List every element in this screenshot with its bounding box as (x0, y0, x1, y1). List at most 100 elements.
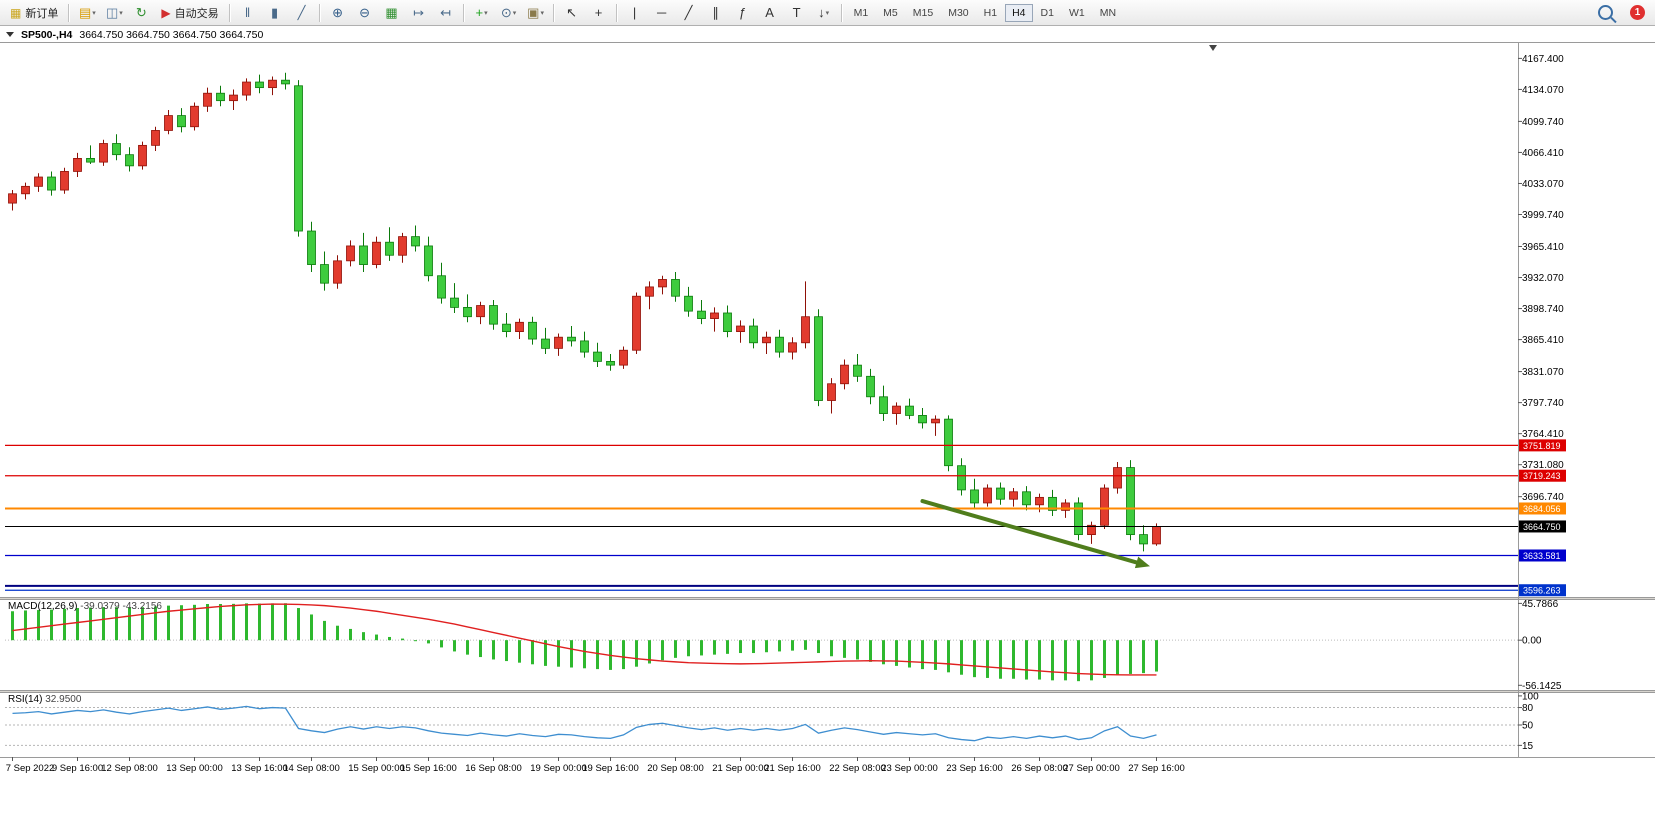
crosshair-icon[interactable]: + (594, 5, 603, 20)
dropdown-caret[interactable]: ▾ (92, 9, 96, 17)
label-icon[interactable]: T (792, 5, 801, 20)
price-axis-label: 4099.740 (1522, 117, 1564, 128)
macd-bar (232, 603, 235, 641)
timeframe-m5[interactable]: M5 (883, 6, 898, 19)
timeframe-d1[interactable]: D1 (1040, 6, 1054, 19)
price-axis[interactable]: 4167.400 4134.070 4099.740 4066.410 4033.070… (1518, 54, 1566, 597)
timeframe-w1[interactable]: W1 (1068, 6, 1085, 19)
macd-bar (323, 620, 326, 641)
candle (970, 478, 979, 509)
fibonacci-icon[interactable]: ƒ (738, 5, 747, 20)
macd-bar (271, 603, 274, 641)
candle (294, 80, 303, 237)
price-axis-label: 3797.740 (1522, 398, 1564, 409)
dropdown-caret[interactable]: ▾ (512, 9, 517, 17)
macd-bar (817, 640, 820, 654)
candle (736, 320, 745, 343)
timeframe-mn[interactable]: MN (1099, 6, 1117, 19)
templates-icon[interactable]: ▣ ▾ (527, 4, 544, 20)
candle (268, 76, 277, 96)
refresh-icon[interactable]: ↻ (135, 4, 147, 20)
candlestick-chart-icon[interactable]: ▮ (271, 4, 279, 20)
candle (762, 331, 771, 354)
dropdown-caret[interactable]: ▾ (119, 9, 123, 17)
text-icon[interactable]: A (765, 5, 774, 20)
svg-text:3664.750: 3664.750 (1523, 522, 1561, 532)
dropdown-caret[interactable]: ▾ (484, 9, 488, 17)
candle (398, 232, 407, 263)
macd-bar (544, 640, 547, 666)
new-order-icon: ▦ (10, 5, 22, 20)
dropdown-caret[interactable]: ▾ (825, 9, 830, 17)
macd-bar (505, 640, 508, 662)
toolbar-separator (462, 3, 465, 22)
macd-bar (375, 634, 378, 641)
macd-bar (89, 607, 92, 641)
chart-shift-marker[interactable] (1209, 45, 1217, 51)
macd-bar (622, 640, 625, 670)
macd-axis[interactable]: 45.7866 0.00 -56.1425 (1518, 599, 1562, 692)
rsi-axis-label: 80 (1522, 703, 1534, 714)
time-axis-label: 7 Sep 2022 (6, 763, 55, 774)
indicators-icon[interactable]: + ▾ (475, 5, 488, 20)
timeframe-h4[interactable]: H4 (1005, 3, 1033, 22)
timeframe-m1[interactable]: M1 (853, 6, 869, 19)
candle (996, 482, 1005, 505)
macd-bar (791, 640, 794, 651)
timeframe-m15[interactable]: M15 (912, 6, 934, 19)
search-icon[interactable] (1598, 5, 1613, 20)
arrows-icon[interactable]: ↓ ▾ (818, 5, 830, 20)
bar-chart-icon[interactable]: ‖ (244, 5, 251, 20)
macd-bar (193, 604, 196, 641)
zoom-out-icon[interactable]: ⊖ (359, 4, 371, 20)
zoom-in-icon[interactable]: ⊕ (332, 4, 344, 20)
channel-icon[interactable]: ∥ (712, 4, 719, 20)
auto-scroll-icon[interactable]: ↦ (413, 4, 425, 20)
time-axis-label: 14 Sep 08:00 (283, 763, 340, 774)
price-axis-label: 3764.410 (1522, 429, 1564, 440)
macd-bar (1103, 640, 1106, 678)
trendline-icon[interactable]: ╱ (684, 4, 693, 20)
candle (1009, 488, 1018, 507)
time-axis-label: 13 Sep 00:00 (166, 763, 223, 774)
macd-bar (297, 608, 300, 641)
macd-bar (947, 640, 950, 673)
macd-bar (960, 640, 963, 675)
tile-windows-icon[interactable]: ▦ (385, 4, 398, 20)
candle (489, 299, 498, 330)
time-axis-label: 23 Sep 16:00 (946, 763, 1003, 774)
notification-badge[interactable]: 1 (1630, 5, 1645, 20)
dropdown-caret[interactable]: ▾ (540, 9, 544, 17)
timeframe-h1[interactable]: H1 (983, 6, 998, 19)
macd-bar (804, 640, 807, 650)
new-chart-icon[interactable]: ▤ ▾ (78, 4, 96, 20)
window-menu-icon[interactable] (6, 32, 14, 37)
timeframe-m30[interactable]: M30 (948, 6, 969, 19)
vertical-line-icon[interactable]: | (632, 5, 637, 20)
trend-arrow[interactable] (920, 499, 1143, 566)
candle (112, 134, 121, 161)
svg-text:3719.243: 3719.243 (1523, 471, 1561, 481)
macd-bar (518, 640, 521, 663)
macd-bar (1142, 640, 1145, 674)
cursor-icon[interactable]: ↖ (566, 4, 578, 20)
svg-text:3751.819: 3751.819 (1523, 441, 1561, 451)
price-axis-badge: 3596.263 (1519, 584, 1566, 597)
macd-bar (830, 640, 833, 657)
candle (242, 78, 251, 101)
candle (372, 236, 381, 269)
new-order-button[interactable]: ▦ 新订单 (4, 3, 64, 23)
rsi-value: 32.9500 (45, 694, 82, 705)
line-chart-icon[interactable]: ╱ (297, 4, 306, 20)
chart-shift-icon[interactable]: ↤ (440, 4, 452, 20)
horizontal-line-icon[interactable]: ─ (656, 5, 667, 20)
auto-trading-button[interactable]: ▶ 自动交易 (155, 3, 224, 23)
profiles-icon[interactable]: ◫ ▾ (105, 4, 123, 20)
candle (60, 167, 69, 194)
macd-bar (687, 640, 690, 657)
candle (1087, 521, 1096, 544)
periods-icon[interactable]: ⊙ ▾ (500, 4, 517, 20)
